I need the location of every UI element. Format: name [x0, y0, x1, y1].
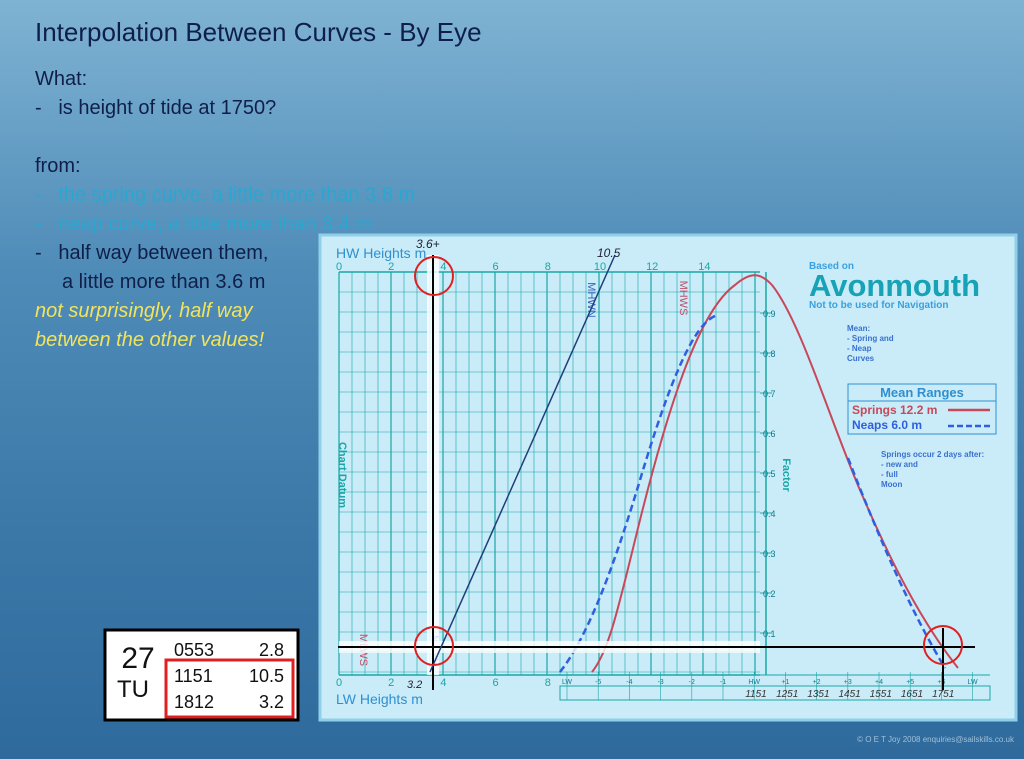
time-tick-label: -2: [689, 679, 695, 686]
time-label: 1151: [745, 689, 767, 700]
height: 3.2: [259, 692, 284, 712]
range-line: [429, 254, 616, 673]
height: 2.8: [259, 640, 284, 660]
time-tick-label: LW: [562, 679, 572, 686]
time-label: 1751: [932, 689, 954, 700]
time-tick-label: -1: [720, 679, 726, 686]
factor-tick-label: 0.9: [763, 309, 776, 319]
note: - full: [881, 470, 898, 479]
legend-item: Springs 12.2 m: [852, 403, 937, 417]
hw-tick-label: 6: [493, 261, 499, 273]
note: - new and: [881, 460, 918, 469]
note: Mean:: [847, 324, 870, 333]
factor-tick-label: 0.1: [763, 629, 776, 639]
text: - the spring curve, a little more than 3…: [35, 184, 416, 206]
time-tick-label: -3: [657, 679, 663, 686]
time-label: 1551: [870, 689, 892, 700]
highlight-box: [164, 658, 295, 719]
label: Based on: [809, 261, 854, 272]
text: - neap curve, a little more than 3.4 m: [35, 213, 372, 235]
text: - is height of tide at 1750?: [35, 97, 277, 119]
hw-tick-label: 2: [388, 261, 394, 273]
time-label: 1351: [807, 689, 829, 700]
highlight-circle: [923, 625, 963, 665]
chart-datum: Chart Datum: [336, 442, 348, 508]
factor-tick-label: 0.8: [763, 349, 776, 359]
factor-tick-label: 0.5: [763, 469, 776, 479]
axis-title: HW Heights m: [336, 245, 426, 261]
time: 0553: [174, 640, 214, 660]
axis-title: LW Heights m: [336, 691, 423, 707]
weekday: TU: [117, 676, 149, 703]
hw-tick-label: 8: [545, 261, 551, 273]
lw-tick-label: 4: [440, 677, 446, 689]
time-tick-label: LW: [968, 679, 978, 686]
hw-tick-label: 10: [594, 261, 606, 273]
hw-tick-label: 12: [646, 261, 658, 273]
mhwn: MHWN: [585, 282, 597, 317]
annotation: 10.5: [597, 246, 621, 260]
neap-curve: [846, 457, 947, 669]
factor-tick-label: 0.2: [763, 589, 776, 599]
text: What:: [35, 68, 88, 90]
time: 1151: [174, 666, 213, 686]
note: - Neap: [847, 344, 872, 353]
tide-table: [103, 628, 300, 722]
time-tick-label: +1: [781, 679, 789, 686]
spring-curve: [591, 274, 959, 673]
highlight-circle: [414, 256, 454, 296]
lw-tick-label: 6: [493, 677, 499, 689]
text: a little more than 3.6 m: [62, 271, 266, 293]
time-tick-label: +2: [813, 679, 821, 686]
factor-tick-label: 0.6: [763, 429, 776, 439]
time-label: 1651: [901, 689, 923, 700]
text: not surprisingly, half way: [35, 300, 253, 322]
label: Not to be used for Navigation: [809, 300, 948, 311]
time-tick-label: HW: [748, 679, 760, 686]
time-tick-label: +6: [937, 679, 945, 686]
highlight-circle: [414, 626, 454, 666]
note: Springs occur 2 days after:: [881, 450, 984, 459]
time-tick-label: -4: [626, 679, 632, 686]
hw-tick-label: 4: [440, 261, 446, 273]
note: Moon: [881, 480, 902, 489]
time-tick-label: +5: [906, 679, 914, 686]
note: Curves: [847, 354, 875, 363]
lw-tick-label: 0: [336, 677, 342, 689]
height: 10.5: [249, 666, 284, 686]
annotation: 3.6+: [416, 237, 440, 251]
lw-tick-label: 2: [388, 677, 394, 689]
legend-title: Mean Ranges: [880, 385, 964, 400]
factor-tick-label: 0.4: [763, 509, 776, 519]
time: 1812: [174, 692, 214, 712]
mhws: MHWS: [677, 281, 689, 316]
title: Interpolation Between Curves - By Eye: [35, 17, 482, 47]
port: Avonmouth: [809, 268, 980, 303]
time-tick-label: -5: [595, 679, 601, 686]
time-label: 1451: [838, 689, 860, 700]
factor-tick-label: 0.7: [763, 389, 776, 399]
lw-tick-label: 8: [545, 677, 551, 689]
time-box: [559, 685, 991, 701]
legend-item: Neaps 6.0 m: [852, 418, 922, 432]
factor-label: Factor: [780, 458, 792, 492]
hw-tick-label: 0: [336, 261, 342, 273]
hw-tick-label: 14: [698, 261, 710, 273]
text: between the other values!: [35, 329, 265, 351]
factor-tick-label: 0.3: [763, 549, 776, 559]
copyright: © O E T Joy 2008 enquiries@sailskills.co…: [857, 735, 1015, 744]
text: - half way between them,: [35, 242, 269, 264]
time-label: 1251: [776, 689, 798, 700]
annotation: 3.2: [407, 679, 422, 691]
note: - Spring and: [847, 334, 894, 343]
text: from:: [35, 155, 81, 177]
day: 27: [121, 642, 154, 675]
time-tick-label: +4: [875, 679, 883, 686]
time-tick-label: +3: [844, 679, 852, 686]
